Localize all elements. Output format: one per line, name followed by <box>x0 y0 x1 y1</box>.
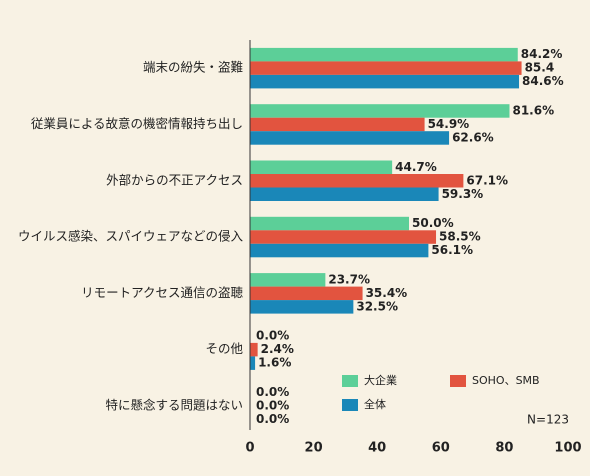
legend-label: 全体 <box>364 397 386 411</box>
category-label: 従業員による故意の機密情報持ち出し <box>31 116 243 131</box>
x-tick-label: 0 <box>245 441 254 456</box>
x-tick-label: 60 <box>432 441 450 456</box>
value-label: 54.9% <box>428 117 470 131</box>
bar <box>250 74 520 89</box>
legend-swatch <box>342 399 358 411</box>
bar <box>250 216 409 231</box>
value-label: 81.6% <box>512 103 554 117</box>
bar <box>250 187 439 201</box>
bar <box>250 300 354 314</box>
category-label: ウイルス感染、スパイウェアなどの侵入 <box>18 229 244 244</box>
value-label: 0.0% <box>256 398 289 412</box>
legend-label: SOHO、SMB <box>472 374 540 387</box>
value-label: 62.6% <box>452 130 494 144</box>
bar <box>250 47 518 62</box>
bar <box>250 356 256 370</box>
x-tick-label: 80 <box>495 441 513 456</box>
value-label: 1.6% <box>258 356 291 370</box>
x-tick-label: 20 <box>305 441 323 456</box>
bar <box>250 104 510 118</box>
note: N=123 <box>527 413 569 427</box>
bar <box>250 131 450 145</box>
value-label: 0.0% <box>256 329 289 343</box>
value-label: 2.4% <box>261 342 294 356</box>
value-label: 0.0% <box>256 412 289 426</box>
value-label: 59.3% <box>442 187 484 201</box>
value-label: 84.2% <box>521 47 563 61</box>
category-label: 特に懸念する問題はない <box>105 397 243 412</box>
value-label: 85.4 <box>525 61 555 75</box>
bar <box>250 286 363 301</box>
value-label: 44.7% <box>395 160 437 174</box>
category-label: その他 <box>205 341 243 356</box>
legend-swatch <box>450 375 466 387</box>
bar <box>250 342 258 357</box>
value-label: 56.1% <box>431 243 473 257</box>
value-label: 67.1% <box>466 173 508 187</box>
legend-label: 大企業 <box>364 373 397 387</box>
bar <box>250 243 429 258</box>
bar <box>250 61 522 75</box>
category-label: 端末の紛失・盗難 <box>143 60 243 75</box>
x-tick-label: 40 <box>368 441 386 456</box>
category-label: リモートアクセス通信の盗聴 <box>81 285 243 300</box>
value-label: 0.0% <box>256 385 289 399</box>
bar <box>250 230 437 244</box>
x-tick-label: 100 <box>554 441 581 456</box>
value-label: 32.5% <box>356 299 398 313</box>
value-label: 84.6% <box>522 74 564 88</box>
value-label: 50.0% <box>412 216 454 230</box>
value-label: 23.7% <box>328 272 370 286</box>
bar <box>250 117 425 132</box>
bar <box>250 174 464 188</box>
legend-swatch <box>342 375 358 387</box>
category-label: 外部からの不正アクセス <box>106 172 243 187</box>
bar <box>250 273 326 287</box>
value-label: 35.4% <box>366 286 408 300</box>
value-label: 58.5% <box>439 230 481 244</box>
bar <box>250 160 393 174</box>
